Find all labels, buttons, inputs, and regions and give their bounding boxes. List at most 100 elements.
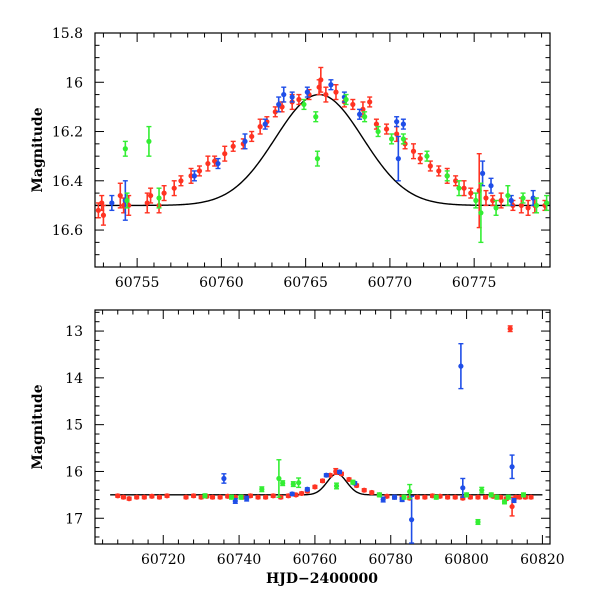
point-marker bbox=[517, 494, 523, 500]
data-point bbox=[304, 86, 310, 98]
point-marker bbox=[436, 168, 442, 174]
data-point bbox=[161, 185, 167, 202]
point-marker bbox=[391, 494, 398, 500]
x-tick-label: 60760 bbox=[293, 552, 338, 568]
point-marker bbox=[525, 205, 531, 211]
data-point bbox=[380, 496, 386, 503]
data-point bbox=[410, 143, 417, 160]
top-panel-model-curve bbox=[95, 93, 550, 207]
point-marker bbox=[369, 489, 375, 496]
data-point bbox=[134, 494, 140, 500]
y-tick-label: 16.6 bbox=[52, 223, 83, 239]
point-marker bbox=[452, 494, 458, 500]
data-point bbox=[461, 180, 467, 197]
data-point bbox=[407, 483, 413, 500]
point-marker bbox=[156, 195, 162, 201]
point-marker bbox=[456, 185, 462, 191]
data-point bbox=[444, 170, 450, 182]
point-marker bbox=[146, 138, 152, 144]
x-tick-label: 60820 bbox=[520, 552, 565, 568]
point-marker bbox=[520, 492, 527, 498]
point-marker bbox=[445, 494, 451, 500]
data-point bbox=[117, 182, 123, 209]
data-point bbox=[460, 477, 466, 498]
point-marker bbox=[244, 496, 250, 502]
point-marker bbox=[336, 469, 343, 475]
point-marker bbox=[296, 96, 302, 103]
point-marker bbox=[479, 487, 485, 493]
point-marker bbox=[400, 136, 406, 142]
point-marker bbox=[394, 131, 400, 137]
point-marker bbox=[289, 94, 295, 100]
point-marker bbox=[202, 493, 208, 499]
point-marker bbox=[544, 200, 550, 206]
point-marker bbox=[148, 192, 154, 199]
data-point bbox=[328, 79, 334, 91]
data-point bbox=[424, 150, 430, 162]
data-point bbox=[394, 116, 400, 128]
data-point bbox=[290, 481, 296, 488]
point-marker bbox=[490, 197, 496, 204]
point-marker bbox=[482, 494, 489, 500]
data-point bbox=[478, 182, 484, 244]
data-point bbox=[323, 472, 329, 478]
data-point bbox=[427, 160, 433, 172]
data-point bbox=[422, 494, 428, 500]
point-marker bbox=[444, 173, 450, 179]
data-point bbox=[318, 66, 324, 93]
point-marker bbox=[190, 493, 197, 499]
data-point bbox=[350, 98, 356, 111]
data-point bbox=[304, 486, 310, 492]
data-point bbox=[501, 499, 508, 505]
data-point bbox=[336, 469, 343, 475]
data-point bbox=[343, 93, 349, 106]
point-marker bbox=[479, 170, 486, 176]
data-point bbox=[323, 86, 329, 103]
data-point bbox=[124, 192, 130, 209]
point-marker bbox=[333, 483, 340, 489]
point-marker bbox=[247, 493, 254, 499]
point-marker bbox=[281, 91, 287, 98]
data-point bbox=[205, 155, 211, 172]
data-point bbox=[475, 518, 481, 526]
point-marker bbox=[255, 494, 261, 500]
data-point bbox=[228, 494, 235, 500]
point-marker bbox=[501, 499, 508, 505]
bottom-panel-ticks: 60720 60740 60760 60780 60800 60820 13 14 15 16 17 bbox=[65, 310, 565, 568]
data-point bbox=[115, 493, 121, 499]
data-point bbox=[445, 494, 451, 500]
data-point bbox=[350, 479, 356, 485]
point-marker bbox=[533, 202, 540, 209]
y-tick-label: 16 bbox=[65, 464, 83, 480]
point-marker bbox=[520, 195, 526, 201]
point-marker bbox=[259, 486, 265, 492]
data-point bbox=[482, 494, 489, 500]
y-tick-label: 14 bbox=[65, 371, 83, 387]
data-point bbox=[312, 484, 318, 490]
point-marker bbox=[361, 487, 367, 493]
point-marker bbox=[509, 503, 515, 510]
point-marker bbox=[494, 494, 500, 500]
data-point bbox=[296, 477, 302, 489]
data-point bbox=[452, 494, 458, 500]
point-marker bbox=[388, 136, 395, 142]
point-marker bbox=[313, 114, 319, 120]
data-point bbox=[511, 497, 517, 504]
data-point bbox=[479, 486, 485, 494]
data-point bbox=[249, 130, 255, 143]
data-point bbox=[401, 494, 407, 500]
data-point bbox=[276, 459, 282, 498]
point-marker bbox=[483, 195, 489, 201]
data-point bbox=[280, 480, 286, 487]
point-marker bbox=[478, 210, 484, 216]
point-marker bbox=[262, 121, 268, 127]
point-marker bbox=[473, 197, 479, 204]
point-marker bbox=[228, 494, 235, 500]
point-marker bbox=[314, 156, 321, 162]
data-point bbox=[333, 482, 340, 490]
point-marker bbox=[323, 472, 329, 478]
point-marker bbox=[191, 173, 198, 179]
point-marker bbox=[400, 121, 406, 127]
data-point bbox=[95, 202, 101, 219]
point-marker bbox=[362, 114, 368, 120]
